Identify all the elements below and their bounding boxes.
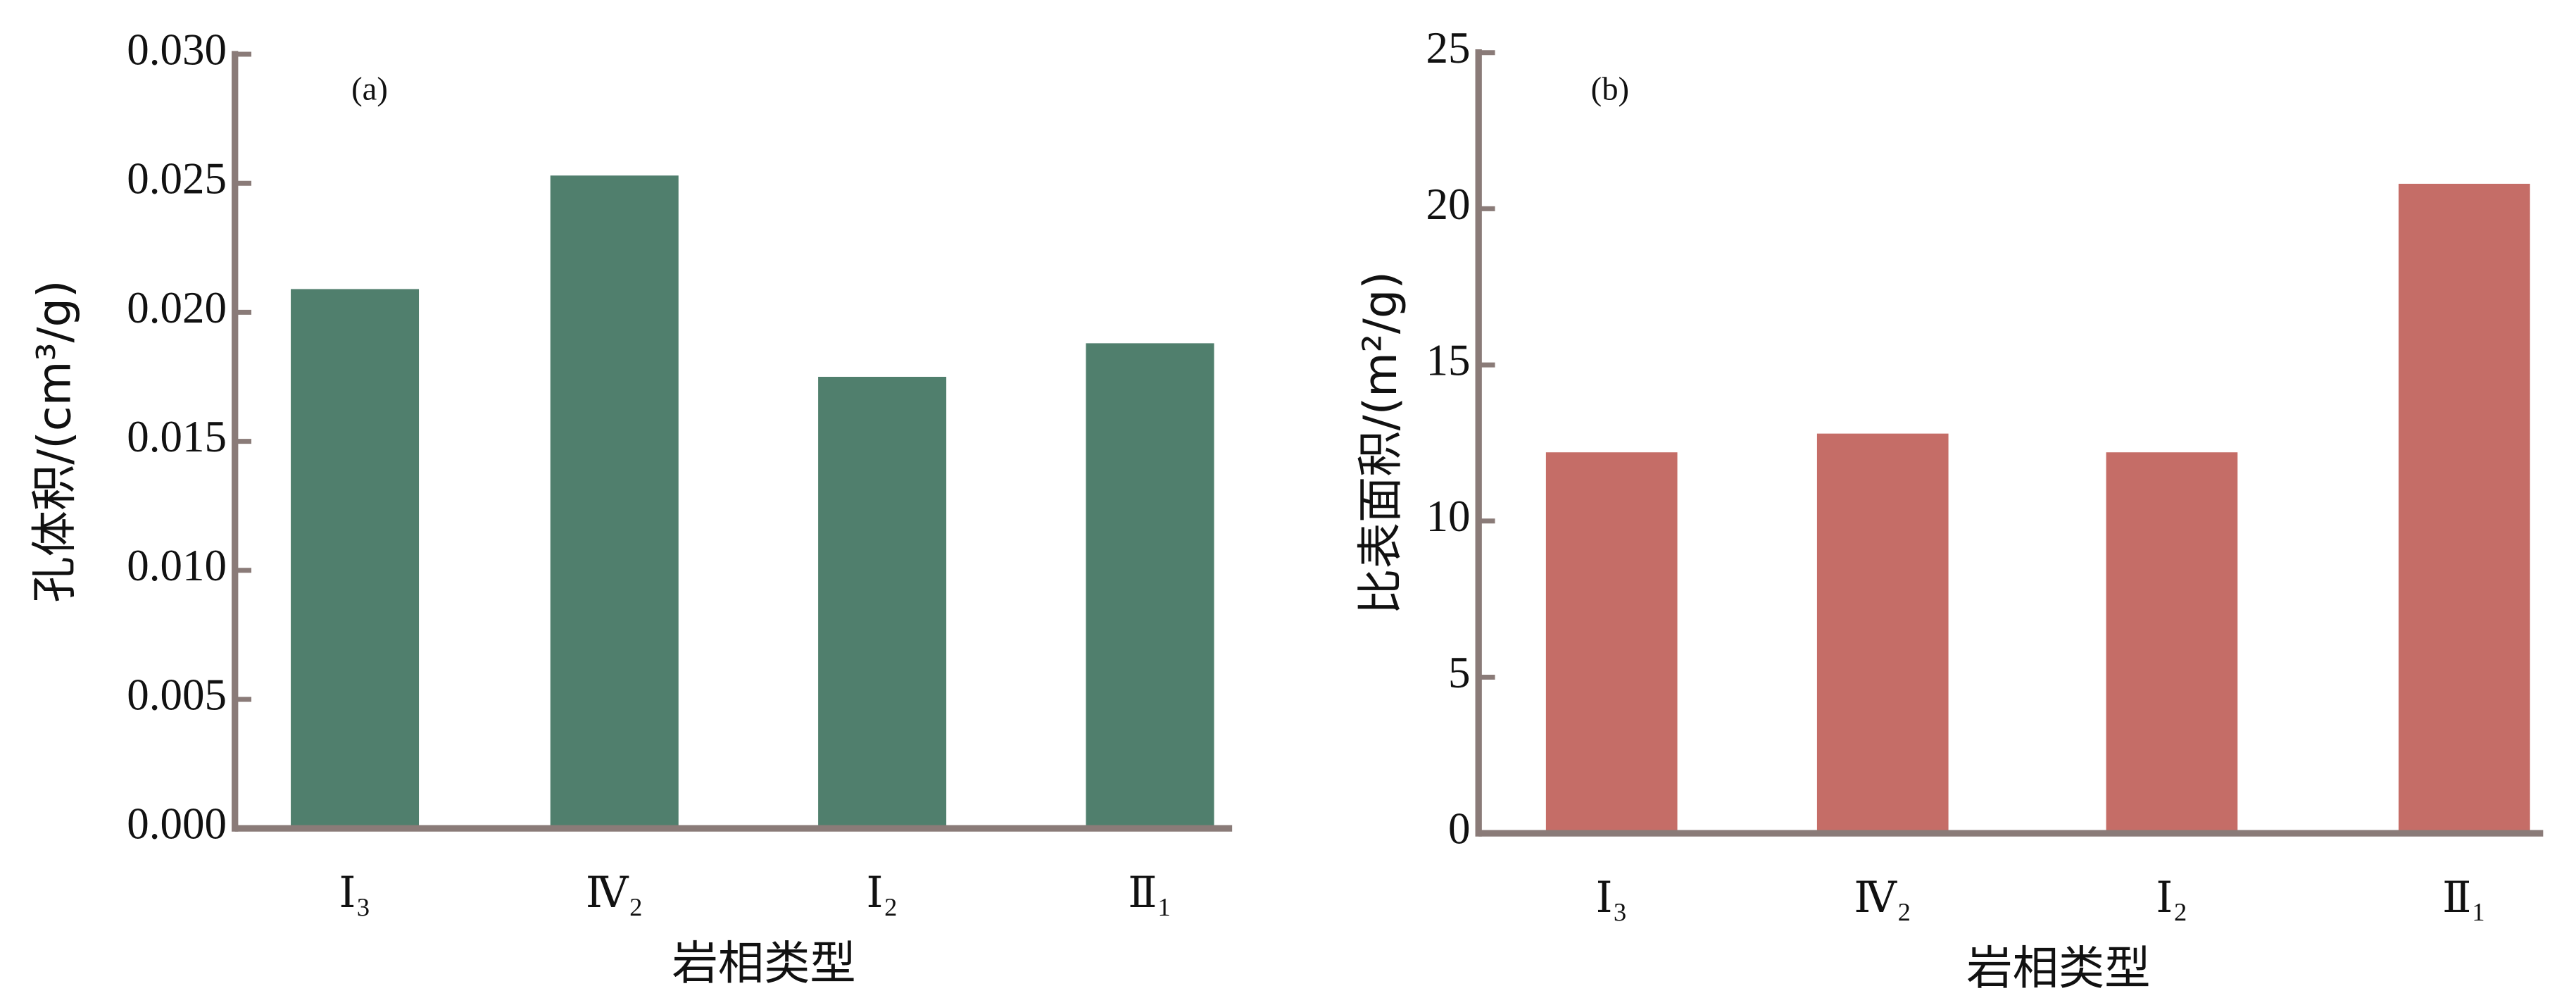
x-tick-label: Ⅱ₁ xyxy=(2442,875,2486,922)
x-tick-label: Ⅳ₂ xyxy=(586,870,643,917)
x-axis-label: 岩相类型 xyxy=(672,937,855,990)
bar xyxy=(291,289,420,829)
x-axis-label: 岩相类型 xyxy=(1966,942,2150,995)
annotation: (a) xyxy=(351,70,388,107)
y-tick-label: 0.020 xyxy=(127,283,227,332)
annotation: (b) xyxy=(1591,70,1629,107)
y-tick-label: 10 xyxy=(1426,492,1471,541)
y-tick-label: 0.000 xyxy=(127,799,227,849)
y-tick-label: 0.030 xyxy=(127,25,227,74)
x-tick-label: Ⅰ₃ xyxy=(1596,875,1628,922)
y-tick-label: 20 xyxy=(1426,180,1471,229)
x-tick-label: Ⅰ₂ xyxy=(2156,875,2187,922)
y-tick-label: 0.025 xyxy=(127,154,227,204)
x-tick-label: Ⅱ₁ xyxy=(1128,870,1171,917)
y-tick-label: 0.015 xyxy=(127,412,227,461)
y-tick-label: 0.010 xyxy=(127,541,227,590)
y-axis-label: 比表面积/(m²/g) xyxy=(1354,271,1407,615)
bar xyxy=(550,175,679,829)
y-tick-label: 5 xyxy=(1448,648,1471,697)
chart-panel: Ⅰ₃ Ⅳ₂ Ⅰ₂ Ⅱ₁ 0 5 10 15 20 25 (b) 岩相类型 比表面积/(m²/g) xyxy=(1354,23,2544,995)
y-tick-label: 25 xyxy=(1426,23,1471,73)
bar xyxy=(2398,183,2530,834)
bar xyxy=(1086,343,1214,829)
y-tick-label: 0 xyxy=(1448,804,1471,854)
y-tick-label: 0.005 xyxy=(127,670,227,719)
chart-panel: Ⅰ₃ Ⅳ₂ Ⅰ₂ Ⅱ₁ 0.000 0.005 0.010 0.015 0.020 0.025 0.… xyxy=(28,25,1233,990)
y-tick-label: 15 xyxy=(1426,336,1471,385)
bar xyxy=(1816,433,1949,834)
x-tick-label: Ⅰ₂ xyxy=(867,870,898,917)
bar xyxy=(818,377,947,829)
x-tick-label: Ⅳ₂ xyxy=(1854,875,1911,922)
y-axis-label: 孔体积/(cm³/g) xyxy=(28,280,82,602)
bar xyxy=(2106,452,2238,834)
bar xyxy=(1545,452,1678,834)
x-tick-label: Ⅰ₃ xyxy=(339,870,370,917)
